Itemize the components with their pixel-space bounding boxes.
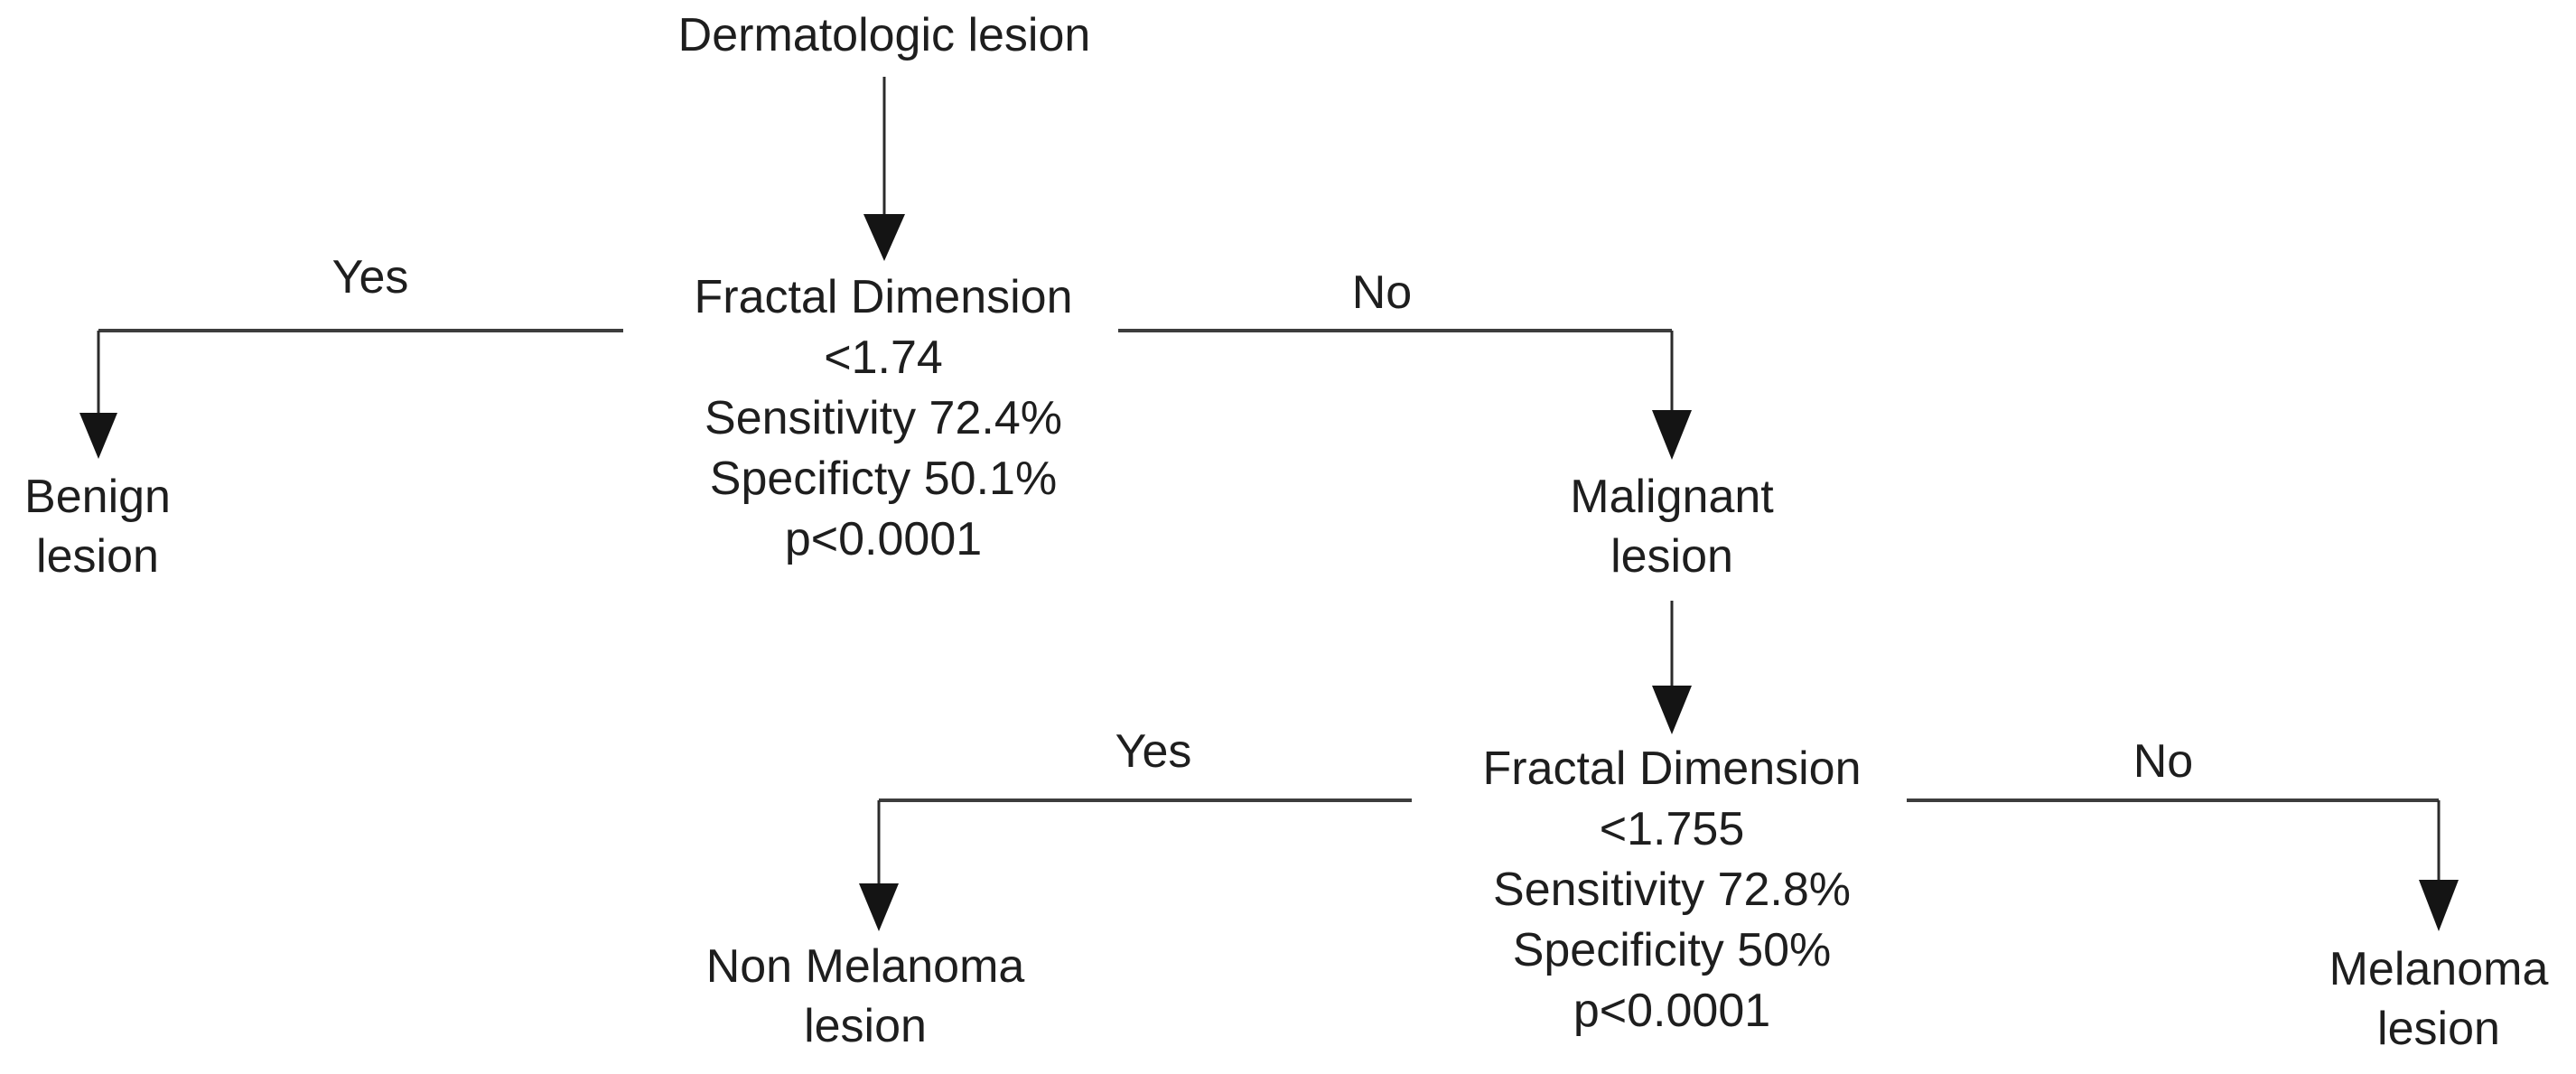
node2-sensitivity: Sensitivity 72.8% [1493, 864, 1851, 916]
melanoma-line2: lesion [2377, 1003, 2500, 1055]
malignant-to-node2-arrowhead-icon [1652, 686, 1692, 734]
node1-title: Fractal Dimension [694, 271, 1073, 323]
malignant-line1: Malignant [1570, 471, 1774, 523]
benign-line1: Benign [24, 471, 171, 523]
decision-node-2: Fractal Dimension <1.755 Sensitivity 72.… [1482, 739, 1861, 1041]
non-melanoma-line1: Non Melanoma [705, 940, 1025, 993]
node2-threshold: <1.755 [1599, 803, 1745, 855]
node2-specificity: Specificity 50% [1512, 924, 1832, 976]
node1-sensitivity: Sensitivity 72.4% [705, 392, 1062, 444]
node1-specificity: Specificty 50.1% [709, 453, 1058, 505]
malignant-line2: lesion [1610, 530, 1733, 583]
leaf-benign-lesion: Benign lesion [24, 467, 171, 586]
node1-no-label: No [1351, 266, 1413, 319]
node2-no-label: No [2133, 735, 2194, 788]
node1-threshold: <1.74 [824, 332, 943, 384]
node1-no-arrowhead-icon [1652, 410, 1692, 460]
melanoma-line1: Melanoma [2329, 943, 2549, 995]
benign-line2: lesion [36, 530, 159, 583]
node2-p-value: p<0.0001 [1573, 985, 1771, 1037]
node2-yes-label: Yes [1115, 725, 1192, 778]
leaf-melanoma-lesion: Melanoma lesion [2329, 939, 2549, 1059]
node1-yes-arrowhead-icon [79, 413, 117, 459]
node2-no-arrowhead-icon [2419, 880, 2459, 931]
node2-yes-arrowhead-icon [859, 883, 899, 931]
decision-node-1: Fractal Dimension <1.74 Sensitivity 72.4… [694, 267, 1072, 570]
node-malignant-lesion: Malignant lesion [1570, 467, 1773, 586]
leaf-non-melanoma-lesion: Non Melanoma lesion [706, 937, 1025, 1056]
node1-p-value: p<0.0001 [784, 513, 983, 565]
non-melanoma-line2: lesion [804, 1000, 927, 1052]
node2-title: Fractal Dimension [1482, 742, 1862, 795]
root-node-label: Dermatologic lesion [677, 9, 1091, 61]
node1-yes-label: Yes [331, 251, 409, 304]
root-to-node1-arrowhead-icon [863, 214, 905, 261]
